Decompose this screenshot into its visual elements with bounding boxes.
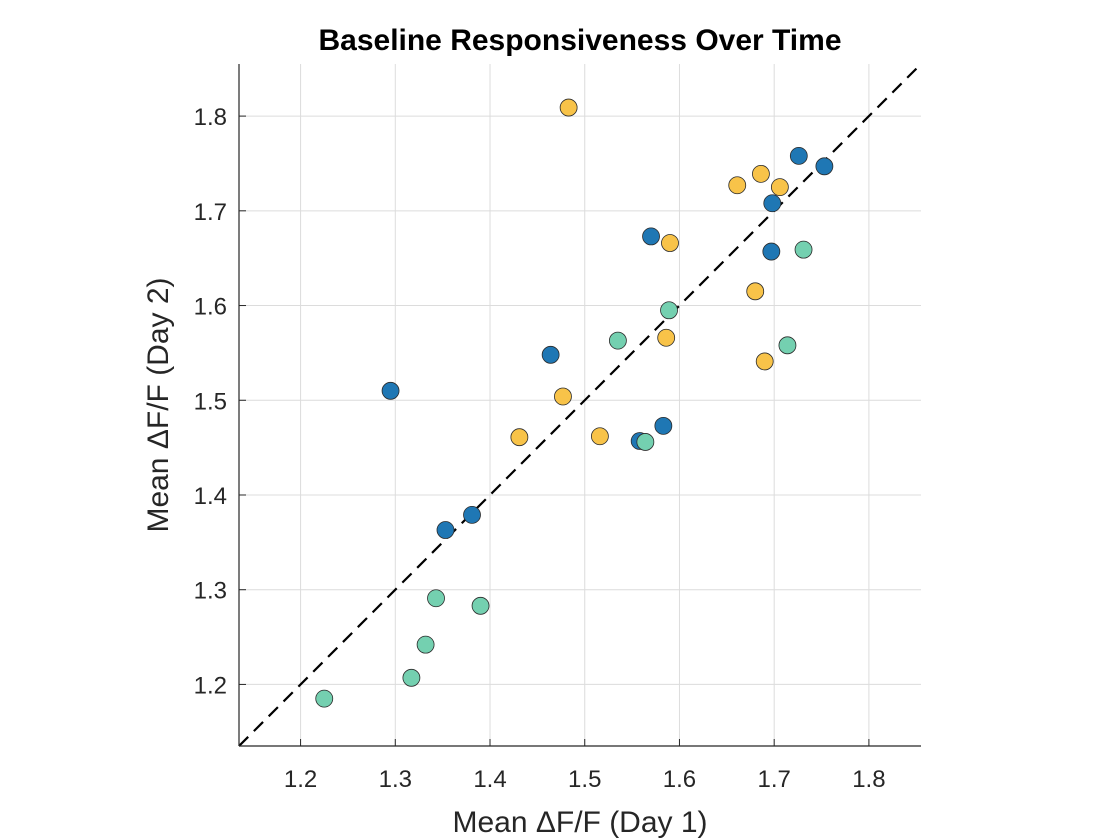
scatter-point-series-3: [608, 331, 627, 350]
scatter-point-series-3: [402, 668, 421, 687]
scatter-point-series-1: [541, 345, 560, 364]
x-tick-label: 1.6: [663, 766, 696, 793]
x-tick-label: 1.5: [568, 766, 601, 793]
x-tick-label: 1.8: [852, 766, 885, 793]
scatter-point-series-2: [661, 234, 679, 252]
scatter-point-series-2: [590, 427, 609, 446]
y-tick-label: 1.7: [194, 199, 227, 226]
scatter-point-series-3: [427, 589, 445, 608]
chart-title: Baseline Responsiveness Over Time: [318, 24, 841, 57]
scatter-point-series-2: [510, 428, 529, 447]
scatter-point-series-3: [636, 433, 655, 451]
scatter-point-series-3: [471, 596, 490, 615]
x-axis-label: Mean ΔF/F (Day 1): [452, 806, 707, 839]
scatter-point-series-3: [416, 635, 435, 654]
x-tick-label: 1.4: [473, 766, 506, 793]
y-tick-label: 1.5: [194, 388, 227, 415]
scatter-point-series-3: [778, 336, 797, 355]
x-tick-label: 1.2: [284, 766, 317, 793]
x-tick-label: 1.7: [757, 766, 790, 793]
identity-reference-line: [238, 63, 922, 747]
scatter-point-series-1: [381, 381, 400, 400]
scatter-point-series-1: [815, 157, 834, 176]
scatter-point-series-3: [315, 689, 334, 708]
scatter-point-series-1: [654, 416, 673, 435]
scatter-point-series-1: [436, 521, 455, 539]
y-tick-label: 1.3: [194, 578, 227, 605]
scatter-point-series-1: [762, 242, 781, 261]
scatter-point-series-2: [728, 176, 747, 195]
scatter-point-series-1: [763, 194, 782, 213]
scatter-point-series-2: [746, 282, 765, 301]
scatter-point-series-3: [660, 301, 678, 320]
scatter-point-series-3: [794, 240, 813, 259]
y-tick-label: 1.2: [194, 672, 227, 699]
scatter-point-series-1: [463, 505, 481, 524]
scatter-point-series-2: [657, 328, 676, 347]
scatter-point-series-2: [554, 387, 572, 406]
axes: [238, 64, 921, 747]
scatter-point-series-1: [642, 227, 660, 246]
data-points: [315, 98, 834, 708]
scatter-point-series-2: [755, 352, 774, 371]
x-tick-label: 1.3: [379, 766, 412, 793]
tick-labels: 1.2 1.3 1.4 1.5 1.6 1.7 1.8 1.2 1.3 1.4 1.5 1.6 1.7 1…: [194, 104, 886, 793]
y-axis-label: Mean ΔF/F (Day 2): [142, 277, 175, 532]
scatter-point-series-2: [559, 98, 578, 117]
grid-lines: [239, 64, 921, 746]
y-tick-label: 1.4: [194, 483, 227, 510]
scatter-point-series-2: [770, 178, 789, 197]
y-tick-label: 1.8: [194, 104, 227, 131]
y-tick-label: 1.6: [194, 294, 227, 321]
scatter-point-series-2: [752, 164, 770, 183]
scatter-point-series-1: [789, 146, 808, 165]
